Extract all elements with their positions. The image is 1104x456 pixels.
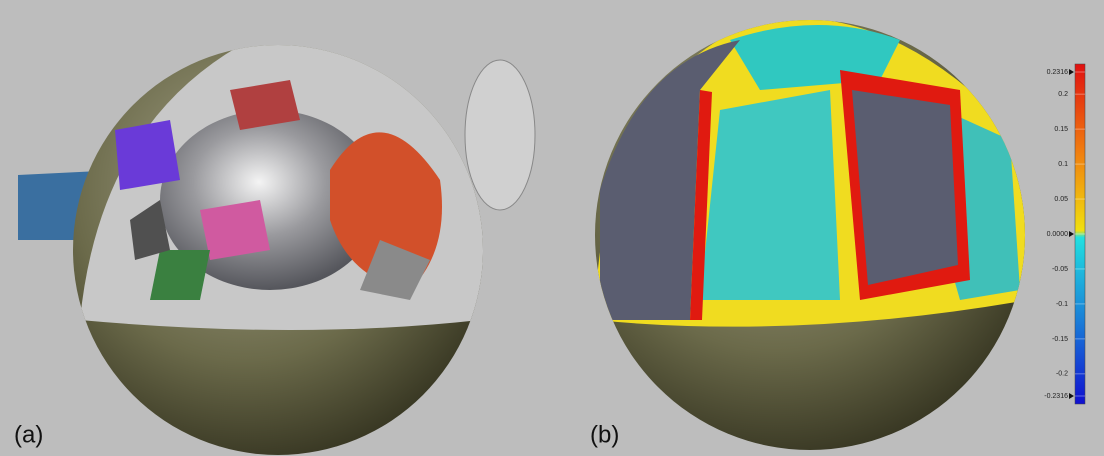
panel-label: (b) [590,421,619,448]
tick-label: -0.2 [1056,371,1068,378]
cylinder [465,60,535,210]
panel-b: (b) [590,18,1030,450]
surface-patches [80,38,490,330]
tick-label: -0.2316 [1044,393,1068,400]
tick-pointer [1069,393,1074,399]
tick-label: 0.2 [1058,91,1068,98]
deviation-map [595,18,1030,327]
tick-label: -0.15 [1052,336,1068,343]
panel-a: (a) [14,38,535,455]
tick-label: -0.1 [1056,301,1068,308]
tick-label: 0.2316 [1047,69,1069,76]
figure: (a) (b) 0.2316 0.2 0.15 0.1 0.05 0.0000 -0.05 -… [0,0,1104,456]
panel-label: (a) [14,421,43,448]
colorbar: 0.2316 0.2 0.15 0.1 0.05 0.0000 -0.05 -0.1 -0.15… [1044,64,1085,404]
tick-label: 0.0000 [1047,231,1069,238]
tick-label: 0.1 [1058,161,1068,168]
tick-label: -0.05 [1052,266,1068,273]
tick-label: 0.15 [1054,126,1068,133]
tick-pointer [1069,69,1074,75]
tick-pointer [1069,231,1074,237]
tick-label: 0.05 [1054,196,1068,203]
